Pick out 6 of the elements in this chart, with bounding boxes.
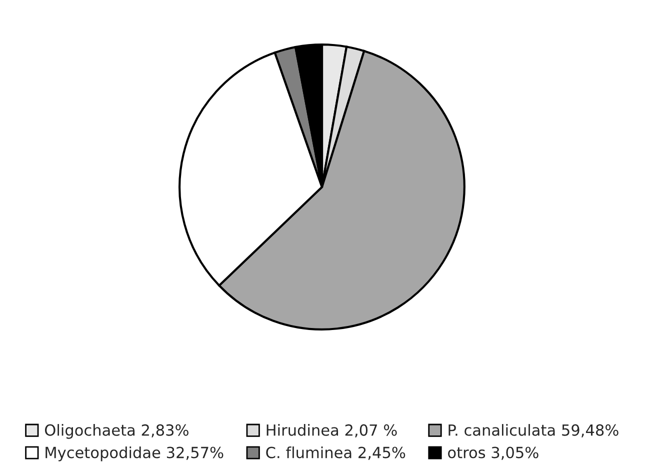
legend-label: Mycetopodidae 32,57% [46, 446, 224, 462]
legend-label: Hirudinea 2,07 % [266, 424, 397, 438]
legend-label: P. canaliculata 59,48% [448, 424, 618, 438]
legend-label: Oligochaeta 2,83% [45, 424, 188, 439]
legend-label: otros 3,05% [448, 446, 538, 460]
legend-label: C. fluminea 2,45% [266, 446, 406, 460]
